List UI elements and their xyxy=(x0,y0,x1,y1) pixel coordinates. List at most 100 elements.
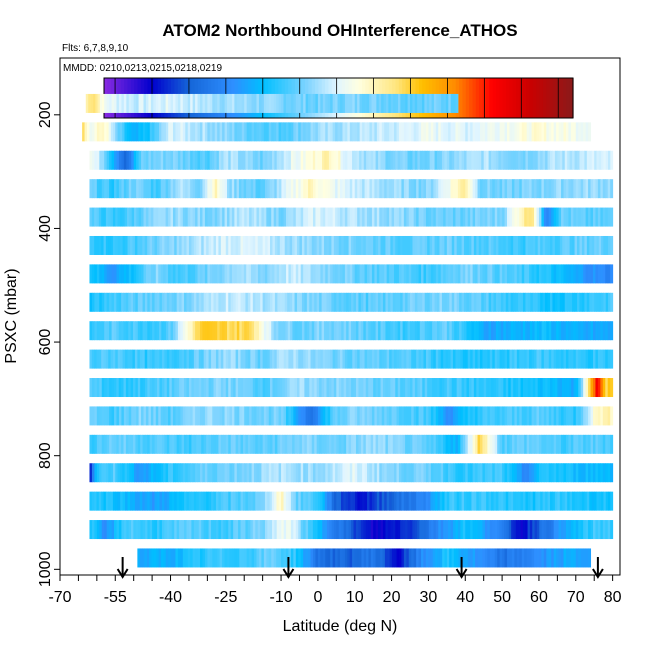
heatmap-cell xyxy=(287,292,291,312)
heatmap-cell xyxy=(422,292,426,312)
heatmap-cell xyxy=(196,491,200,511)
heatmap-cell xyxy=(408,406,412,426)
heatmap-cell xyxy=(532,520,536,540)
heatmap-cell xyxy=(581,235,585,255)
heatmap-cell xyxy=(589,292,593,312)
heatmap-cell xyxy=(564,235,568,255)
heatmap-cell xyxy=(457,207,461,227)
heatmap-cell xyxy=(158,179,162,199)
heatmap-cell xyxy=(242,378,246,398)
heatmap-cell xyxy=(568,548,572,568)
heatmap-cell xyxy=(268,406,272,426)
heatmap-cell xyxy=(209,93,213,113)
heatmap-cell xyxy=(534,321,538,341)
heatmap-cell xyxy=(349,349,353,369)
heatmap-cell xyxy=(153,179,157,199)
heatmap-cell xyxy=(111,264,115,284)
heatmap-cell xyxy=(532,378,536,398)
heatmap-cell xyxy=(502,207,506,227)
heatmap-cell xyxy=(298,264,302,284)
heatmap-cell xyxy=(327,463,331,483)
heatmap-cell xyxy=(580,207,584,227)
heatmap-cell xyxy=(220,491,224,511)
heatmap-cell xyxy=(590,207,594,227)
heatmap-cell xyxy=(476,235,480,255)
heatmap-cell xyxy=(295,548,299,568)
heatmap-cell xyxy=(524,548,528,568)
heatmap-cell xyxy=(431,434,434,454)
heatmap-cell xyxy=(543,548,547,568)
heatmap-cell xyxy=(592,463,596,483)
heatmap-cell xyxy=(371,122,375,142)
heatmap-cell xyxy=(585,264,589,284)
colorbar-swatch xyxy=(502,78,507,118)
heatmap-cell xyxy=(215,292,219,312)
heatmap-cell xyxy=(333,434,337,454)
heatmap-cell xyxy=(473,292,477,312)
heatmap-cell xyxy=(175,207,179,227)
heatmap-cell xyxy=(458,548,462,568)
heatmap-cell xyxy=(218,491,222,511)
heatmap-cell xyxy=(610,207,614,227)
heatmap-cell xyxy=(383,93,387,113)
heatmap-cell xyxy=(101,349,105,369)
heatmap-cell xyxy=(521,207,525,227)
heatmap-cell xyxy=(212,264,216,284)
heatmap-cell xyxy=(240,434,244,454)
heatmap-cell xyxy=(588,406,592,426)
heatmap-cell xyxy=(276,264,280,284)
heatmap-cell xyxy=(455,93,459,113)
heatmap-cell xyxy=(486,321,490,341)
heatmap-cell xyxy=(168,93,172,113)
heatmap-cell xyxy=(108,207,112,227)
heatmap-cell xyxy=(374,207,378,227)
heatmap-cell xyxy=(492,122,496,142)
heatmap-cell xyxy=(333,321,337,341)
heatmap-cell xyxy=(513,520,517,540)
heatmap-cell xyxy=(221,150,224,170)
heatmap-cell xyxy=(282,292,286,312)
heatmap-cell xyxy=(104,378,108,398)
heatmap-cell xyxy=(197,321,201,341)
heatmap-cell xyxy=(405,434,409,454)
heatmap-cell xyxy=(227,264,230,284)
heatmap-cell xyxy=(325,548,329,568)
heatmap-cell xyxy=(308,349,312,369)
heatmap-cell xyxy=(114,406,117,426)
heatmap-cell xyxy=(230,491,234,511)
heatmap-cell xyxy=(427,235,431,255)
heatmap-cell xyxy=(414,93,418,113)
heatmap-cell xyxy=(89,520,93,540)
heatmap-cell xyxy=(327,349,331,369)
heatmap-cell xyxy=(125,292,129,312)
heatmap-cell xyxy=(139,548,143,568)
heatmap-cell xyxy=(432,491,436,511)
heatmap-cell xyxy=(439,321,443,341)
heatmap-cell xyxy=(179,292,183,312)
heatmap-cell xyxy=(145,179,149,199)
heatmap-cell xyxy=(556,321,560,341)
heatmap-cell xyxy=(346,434,350,454)
heatmap-cell xyxy=(300,548,304,568)
heatmap-cell xyxy=(446,378,450,398)
heatmap-cell xyxy=(341,491,344,511)
heatmap-cell xyxy=(475,349,479,369)
heatmap-cell xyxy=(195,463,199,483)
heatmap-cell xyxy=(122,349,126,369)
heatmap-cell xyxy=(106,122,110,142)
heatmap-cell xyxy=(130,321,134,341)
heatmap-cell xyxy=(206,349,210,369)
heatmap-cell xyxy=(128,264,132,284)
heatmap-cell xyxy=(240,349,244,369)
heatmap-cell xyxy=(602,349,606,369)
heatmap-cell xyxy=(191,491,195,511)
heatmap-cell xyxy=(305,122,309,142)
heatmap-cell xyxy=(270,292,273,312)
heatmap-cell xyxy=(171,235,175,255)
heatmap-cell xyxy=(290,463,294,483)
heatmap-cell xyxy=(584,150,588,170)
heatmap-cell xyxy=(273,463,277,483)
heatmap-cell xyxy=(379,207,383,227)
heatmap-cell xyxy=(101,321,105,341)
heatmap-cell xyxy=(187,93,191,113)
